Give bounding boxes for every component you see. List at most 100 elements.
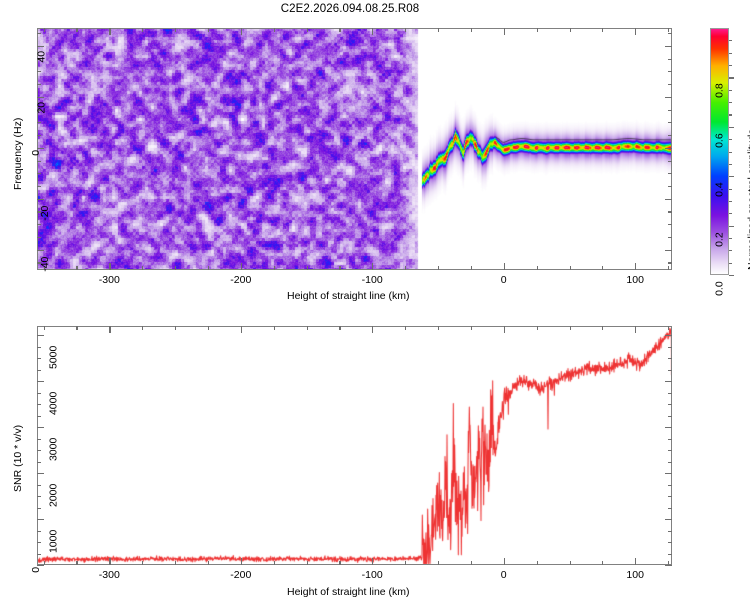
y-tick-minor-right: [668, 58, 672, 60]
x-tick-major-top: [372, 326, 374, 333]
colorbar-tick: [729, 225, 734, 227]
x-tick-major: [503, 263, 505, 270]
y-tick-label: -40: [39, 256, 52, 272]
y-tick-minor: [37, 122, 41, 124]
y-tick-minor-right: [668, 84, 672, 86]
colorbar-tick-label: 0.4: [713, 182, 726, 198]
y-tick-minor: [37, 33, 41, 35]
y-tick-minor: [37, 346, 41, 348]
y-tick-minor-right: [668, 160, 672, 162]
x-tick-minor-top: [536, 326, 538, 330]
x-tick-minor: [273, 561, 275, 565]
snr-trace: [37, 326, 672, 565]
y-tick-minor-right: [668, 404, 672, 406]
y-tick-label: 1000: [47, 529, 60, 554]
y-tick-major-right: [665, 427, 672, 429]
y-tick-major: [37, 473, 44, 475]
x-tick-major-top: [240, 28, 243, 35]
x-tick-minor-top: [306, 326, 308, 330]
x-tick-minor: [668, 266, 670, 270]
x-tick-minor: [569, 266, 571, 270]
colorbar-tick-label: 0.0: [713, 281, 726, 296]
y-tick-minor-right: [668, 33, 672, 35]
y-tick-minor-right: [668, 392, 672, 394]
x-tick-minor-top: [438, 28, 440, 32]
colorbar-tick-minor: [729, 200, 732, 203]
y-tick-minor-right: [668, 185, 672, 188]
x-tick-minor: [470, 266, 473, 270]
y-tick-label: 40: [35, 50, 48, 63]
y-tick-minor: [37, 507, 41, 509]
x-tick-label: -100: [361, 274, 383, 286]
x-tick-minor: [438, 266, 440, 270]
y-tick-minor: [37, 185, 41, 188]
x-tick-major-top: [240, 326, 243, 333]
x-tick-major-top: [635, 326, 637, 333]
y-tick-minor: [37, 553, 41, 555]
y-tick-label: 4000: [47, 391, 60, 416]
colorbar-tick-minor: [729, 163, 732, 166]
y-tick-minor-right: [668, 109, 672, 111]
x-tick-minor: [175, 266, 177, 270]
y-tick-major: [37, 381, 44, 383]
x-tick-minor-top: [175, 326, 177, 330]
y-tick-label: -20: [39, 205, 52, 221]
x-tick-minor-top: [602, 28, 604, 32]
x-tick-major: [372, 558, 374, 565]
y-tick-minor: [37, 484, 41, 486]
y-tick-major-right: [665, 473, 672, 475]
x-tick-minor-top: [438, 326, 440, 330]
y-tick-major: [37, 335, 44, 337]
x-tick-minor-top: [339, 326, 341, 330]
y-tick-major-right: [665, 198, 672, 200]
x-tick-minor-top: [405, 28, 407, 32]
y-tick-minor: [37, 236, 41, 239]
y-tick-major: [37, 427, 44, 429]
colorbar-tick-minor: [729, 89, 732, 91]
x-tick-minor-top: [142, 28, 144, 32]
x-tick-minor-top: [273, 326, 275, 330]
x-tick-major: [372, 263, 374, 270]
y-tick-minor: [37, 438, 41, 440]
colorbar-tick-minor: [729, 40, 732, 42]
y-tick-minor-right: [668, 262, 672, 264]
x-tick-major-top: [372, 28, 374, 35]
y-tick-minor-right: [668, 553, 672, 555]
y-tick-minor: [37, 58, 41, 60]
x-tick-minor-top: [569, 28, 571, 32]
x-tick-minor-top: [339, 28, 341, 32]
x-tick-minor-top: [470, 326, 473, 330]
spectrogram-panel[interactable]: [37, 28, 672, 270]
colorbar-tick-label: 0.8: [713, 83, 726, 99]
spectrogram-image: [37, 28, 672, 270]
x-tick-minor: [602, 266, 604, 270]
y-tick-major: [37, 147, 44, 149]
y-tick-minor: [37, 71, 41, 73]
y-tick-minor-right: [668, 530, 672, 532]
y-tick-minor-right: [668, 211, 672, 213]
colorbar-tick-label: 0.6: [713, 133, 726, 148]
snr-panel[interactable]: [37, 326, 672, 565]
x-tick-minor-top: [175, 28, 177, 32]
y-tick-minor: [37, 450, 41, 452]
y-tick-minor: [37, 392, 41, 394]
x-tick-minor-top: [76, 326, 78, 330]
y-tick-minor-right: [668, 369, 672, 371]
colorbar-tick: [729, 275, 734, 277]
colorbar-gradient: [710, 28, 729, 275]
x-tick-minor-top: [602, 326, 604, 330]
x-tick-label: -200: [230, 569, 252, 581]
colorbar-tick-minor: [729, 188, 732, 190]
y-tick-minor: [37, 358, 41, 360]
colorbar-tick-minor: [729, 65, 732, 67]
x-tick-minor: [175, 561, 177, 565]
x-tick-minor: [306, 266, 308, 270]
x-tick-minor: [142, 561, 144, 565]
y-tick-minor-right: [668, 71, 672, 73]
x-tick-minor-top: [405, 326, 407, 330]
x-tick-minor: [438, 561, 440, 565]
y-tick-major-right: [665, 249, 672, 251]
colorbar[interactable]: [710, 28, 729, 275]
x-tick-minor-top: [43, 326, 45, 330]
